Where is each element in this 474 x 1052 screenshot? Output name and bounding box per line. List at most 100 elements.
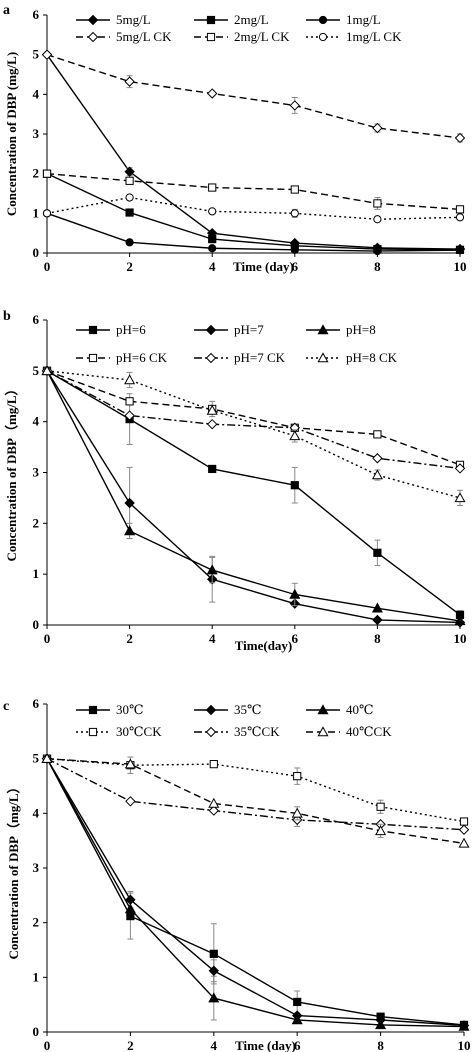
y-axis-title: Concentration of DBP（mg/L） (4, 382, 19, 561)
data-point (291, 1014, 303, 1025)
x-tick-label: 8 (377, 1038, 384, 1052)
legend-item: 2mg/L CK (194, 29, 290, 44)
data-point (375, 1019, 387, 1030)
series-line (46, 758, 465, 1028)
legend: 30℃ 35℃ 40℃ 30℃CK 35℃CK 40℃CK (76, 702, 392, 739)
data-point (455, 205, 465, 214)
data-point (42, 169, 52, 178)
data-point (454, 615, 466, 626)
data-point (125, 208, 134, 217)
legend-item: 5mg/L (76, 12, 151, 27)
x-tick-label: 10 (454, 259, 467, 274)
data-point (41, 365, 53, 376)
x-tick-label: 6 (292, 631, 299, 646)
x-tick-label: 4 (209, 259, 216, 274)
y-tick-label: 0 (33, 1024, 40, 1039)
legend-item: 30℃CK (76, 724, 162, 739)
legend-marker (88, 325, 98, 335)
y-tick-label: 0 (33, 617, 40, 632)
legend-label: pH=8 CK (346, 350, 398, 365)
data-point (124, 374, 136, 385)
y-tick-label: 3 (33, 465, 40, 480)
legend-item: 40℃CK (306, 724, 392, 739)
legend-label: 1mg/L (346, 12, 381, 27)
legend-item: 1mg/L CK (306, 29, 402, 44)
data-point (124, 497, 135, 509)
legend-marker (318, 32, 328, 42)
y-tick-label: 4 (33, 805, 40, 820)
data-point (458, 1020, 470, 1031)
series-2mg/L (42, 169, 465, 254)
legend-label: 40℃CK (346, 724, 392, 739)
y-tick-label: 1 (33, 969, 40, 984)
data-point (208, 235, 217, 244)
x-tick-label: 8 (374, 631, 381, 646)
legend-marker (205, 704, 217, 716)
legend-marker (205, 324, 217, 336)
data-point (125, 193, 134, 202)
data-point (208, 992, 220, 1003)
x-tick-label: 10 (454, 631, 467, 646)
series-40℃CK (41, 752, 470, 848)
x-tick-label: 8 (374, 259, 381, 274)
data-point (376, 802, 385, 811)
series-line (46, 196, 461, 220)
y-tick-label: 3 (33, 126, 40, 141)
legend-item: pH=6 CK (76, 350, 168, 365)
legend-marker (87, 14, 99, 26)
x-tick-label: 4 (209, 631, 216, 646)
series-5mg/L CK (41, 49, 466, 144)
legend-marker (205, 352, 217, 364)
x-tick-label: 6 (292, 259, 299, 274)
data-point (372, 453, 383, 464)
data-point (454, 463, 466, 474)
y-tick-label: 6 (33, 696, 40, 711)
data-point (206, 419, 218, 430)
data-point (208, 244, 217, 253)
data-point (290, 245, 299, 254)
legend-item: 35℃ (194, 702, 262, 717)
data-point (459, 817, 469, 826)
y-tick-label: 0 (33, 245, 40, 260)
legend-item: pH=6 (76, 322, 146, 337)
legend-label: 1mg/L CK (346, 29, 402, 44)
y-tick-label: 1 (33, 205, 40, 220)
legend-marker (88, 705, 98, 715)
data-point (41, 752, 53, 763)
data-point (372, 614, 383, 626)
data-point (373, 430, 382, 439)
data-point (125, 176, 134, 185)
legend-label: 35℃ (234, 702, 262, 717)
y-tick-label: 2 (33, 915, 40, 930)
data-point (454, 492, 466, 503)
legend-item: 2mg/L (194, 12, 269, 27)
y-tick-label: 3 (33, 860, 40, 875)
legend-marker (88, 727, 98, 737)
series-line (46, 757, 465, 845)
data-point (375, 825, 387, 836)
legend-label: pH=7 CK (234, 350, 286, 365)
panel-label: a (3, 3, 10, 18)
legend-label: 2mg/L (234, 12, 269, 27)
y-tick-label: 5 (33, 751, 40, 766)
data-point (291, 807, 303, 818)
data-point (208, 797, 220, 808)
data-point (373, 215, 382, 224)
data-point (124, 410, 135, 421)
panel-label: c (3, 699, 9, 714)
series-line (46, 370, 461, 466)
data-point (124, 903, 136, 914)
data-point (373, 548, 382, 557)
data-point (206, 404, 218, 415)
data-point (290, 209, 299, 218)
legend-item: pH=8 (306, 322, 376, 337)
legend-marker (206, 32, 216, 42)
legend-item: pH=8 CK (306, 350, 398, 365)
legend-marker (87, 31, 99, 43)
series-pH=6 (42, 366, 465, 620)
y-axis-title: Concentration of DBP (mg/L) (4, 52, 19, 216)
x-tick-label: 2 (127, 1038, 134, 1052)
series-line (46, 758, 465, 1027)
data-point (209, 760, 218, 769)
